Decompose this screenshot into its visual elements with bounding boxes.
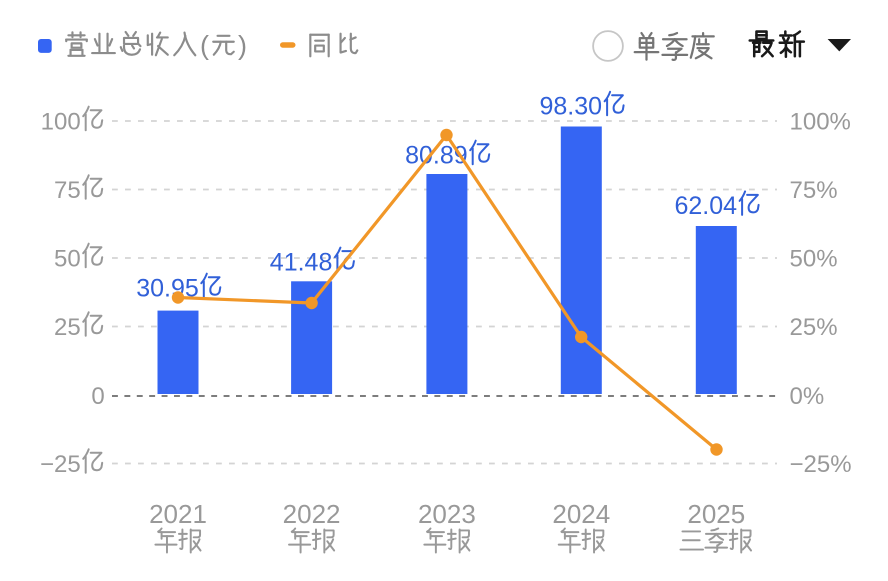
svg-text:2021: 2021 xyxy=(149,499,207,529)
svg-text:50: 50 xyxy=(54,246,81,273)
svg-text:62.04: 62.04 xyxy=(675,192,738,220)
svg-text:0%: 0% xyxy=(790,383,825,410)
svg-text:(: ( xyxy=(200,31,209,61)
svg-text:50%: 50% xyxy=(790,246,838,273)
svg-text:2023: 2023 xyxy=(418,499,476,529)
svg-text:75%: 75% xyxy=(790,177,838,204)
svg-text:100: 100 xyxy=(41,109,81,136)
svg-text:2022: 2022 xyxy=(283,499,341,529)
svg-text:98.30: 98.30 xyxy=(540,93,603,121)
svg-text:): ) xyxy=(238,31,247,61)
svg-text:2024: 2024 xyxy=(552,499,610,529)
svg-text:100%: 100% xyxy=(790,109,851,136)
svg-text:−25%: −25% xyxy=(790,451,852,478)
svg-text:41.48: 41.48 xyxy=(270,248,333,276)
svg-text:25: 25 xyxy=(54,314,81,341)
svg-text:25%: 25% xyxy=(790,314,838,341)
svg-text:−25: −25 xyxy=(40,451,81,478)
svg-text:2025: 2025 xyxy=(687,499,745,529)
svg-text:0: 0 xyxy=(91,383,104,410)
svg-text:75: 75 xyxy=(54,177,81,204)
